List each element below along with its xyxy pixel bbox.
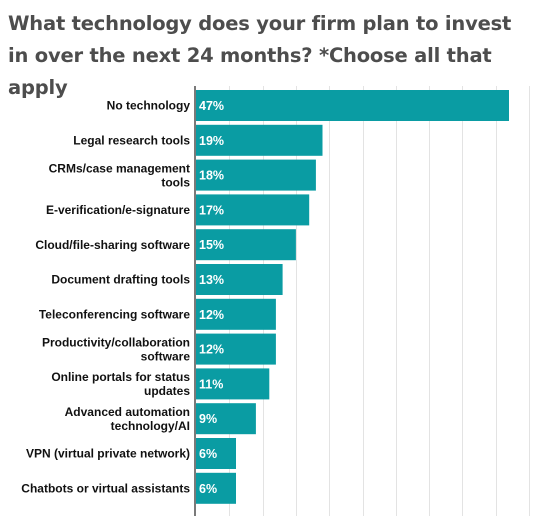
data-label: 12% <box>199 308 224 322</box>
chart-title: What technology does your firm plan to i… <box>8 12 512 99</box>
category-label: Chatbots or virtual assistants <box>21 482 190 496</box>
category-label: Cloud/file-sharing software <box>35 238 190 252</box>
data-label: 19% <box>199 134 224 148</box>
bar <box>196 159 316 191</box>
data-label: 17% <box>199 203 224 217</box>
bar <box>196 403 256 435</box>
category-label: VPN (virtual private network) <box>26 447 190 461</box>
bar <box>196 333 276 365</box>
bar <box>196 124 323 156</box>
data-label: 15% <box>199 238 224 252</box>
category-label: Document drafting tools <box>51 273 190 287</box>
data-label: 18% <box>199 169 224 183</box>
category-label: Productivity/collaboration software <box>42 335 190 363</box>
category-label: Advanced automation technology/AI <box>65 405 190 433</box>
category-label: Legal research tools <box>73 134 190 148</box>
value-labels: 47% 19% 18% 17% 15% 13% 12% 12% 11% 9% 6% 6% <box>199 99 224 496</box>
data-label: 12% <box>199 343 224 357</box>
bar <box>196 298 276 330</box>
category-label: Online portals for status updates <box>51 370 190 398</box>
category-label: Teleconferencing software <box>39 308 190 322</box>
bar <box>196 264 283 295</box>
bar <box>196 194 310 226</box>
data-label: 11% <box>199 377 223 391</box>
category-label: CRMs/case management tools <box>49 161 191 189</box>
bar <box>196 438 236 469</box>
bar <box>196 90 509 121</box>
data-label: 47% <box>199 99 224 113</box>
category-labels: No technology Legal research tools CRMs/ca… <box>21 99 190 496</box>
bar <box>196 472 236 504</box>
data-label: 6% <box>199 447 217 461</box>
category-label: E-verification/e-signature <box>46 203 190 217</box>
data-label: 9% <box>199 412 217 426</box>
bar <box>196 368 270 400</box>
data-label: 6% <box>199 482 217 496</box>
data-label: 13% <box>199 273 224 287</box>
bar <box>196 229 296 261</box>
category-label: No technology <box>107 99 191 113</box>
bars <box>196 90 509 504</box>
